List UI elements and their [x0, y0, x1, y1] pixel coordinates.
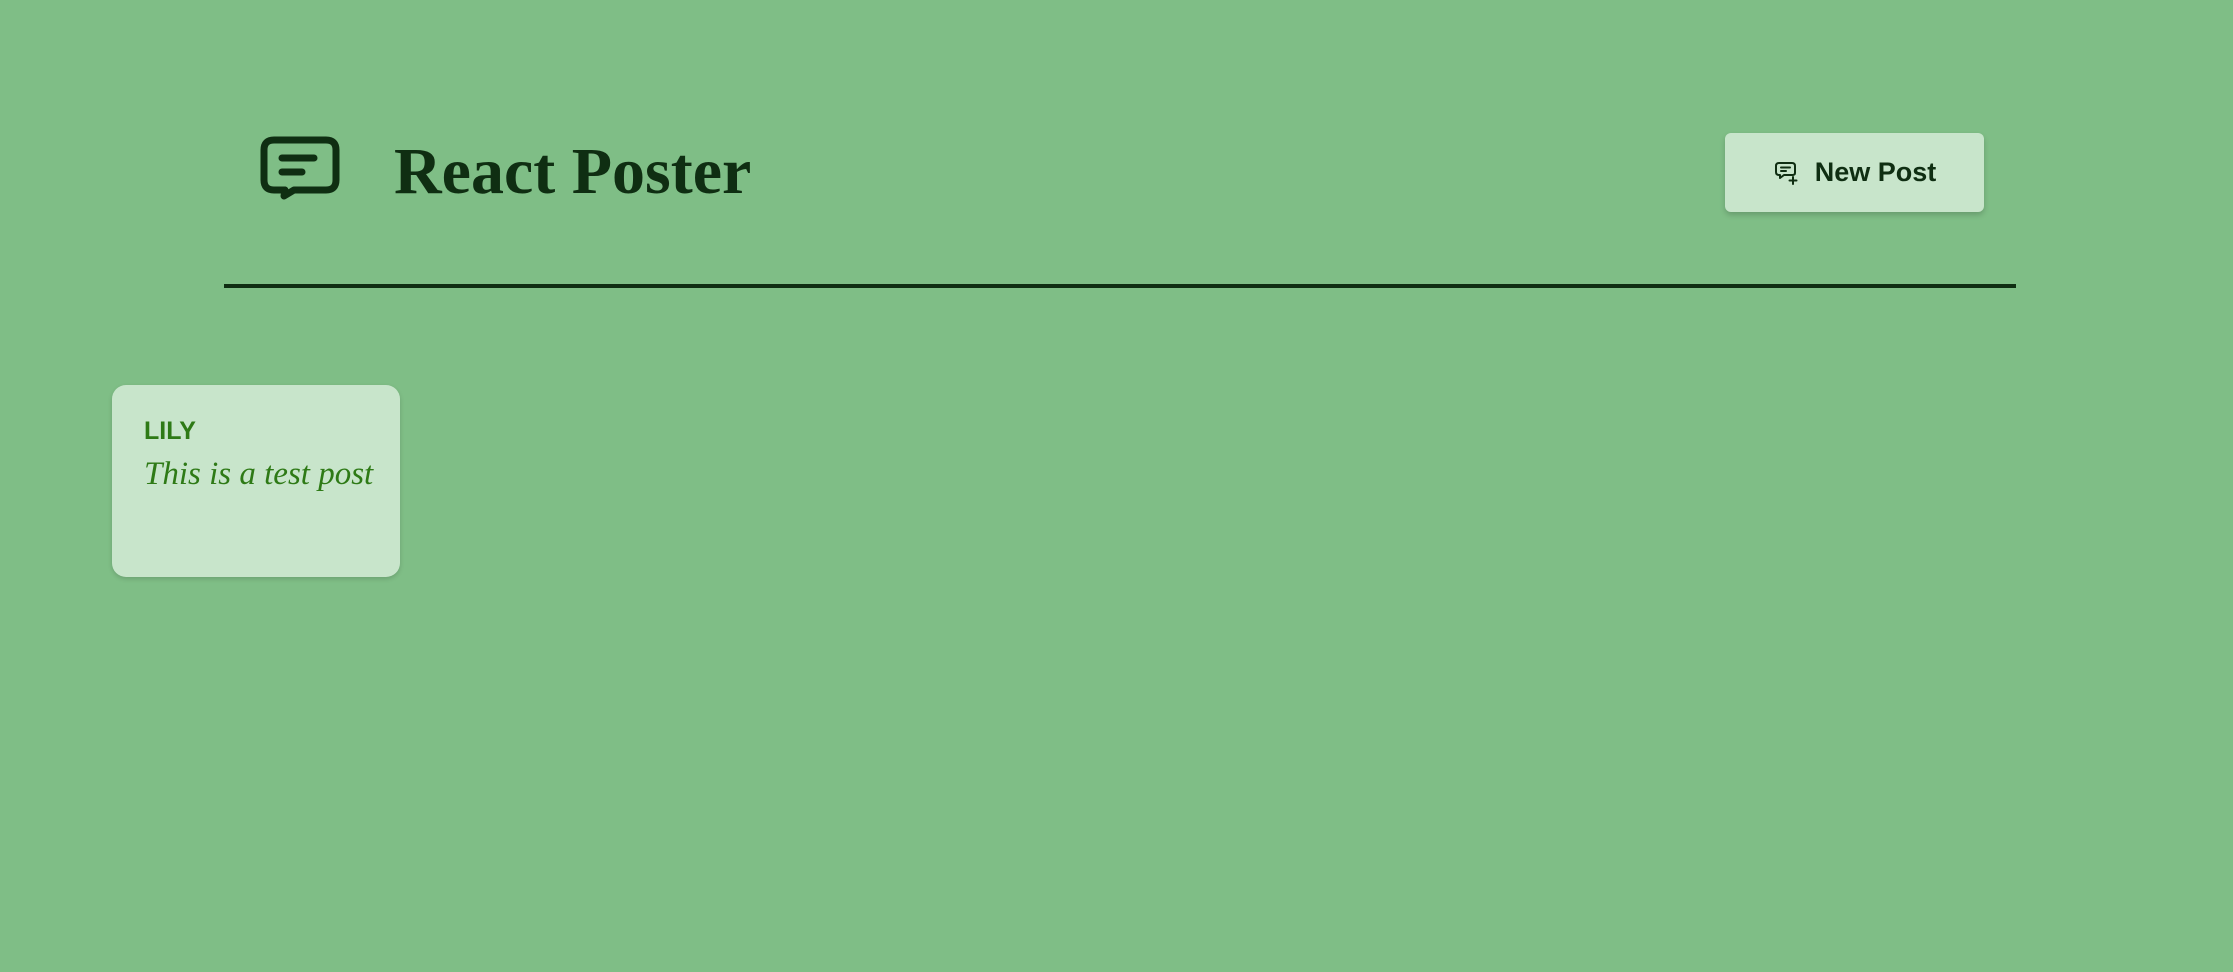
post-author: Lily	[144, 417, 196, 445]
post-card: Lily This is a test post	[112, 385, 400, 577]
post-body: This is a test post	[144, 456, 374, 492]
new-post-label: New Post	[1814, 157, 1937, 187]
new-post-button[interactable]: New Post	[1725, 133, 1984, 212]
app-header: React Poster New Post	[224, 0, 2016, 288]
app-title: React Poster	[394, 135, 752, 208]
message-square-icon	[260, 134, 340, 214]
message-plus-icon	[1773, 160, 1799, 186]
posts-list: Lily This is a test post	[112, 385, 2233, 577]
